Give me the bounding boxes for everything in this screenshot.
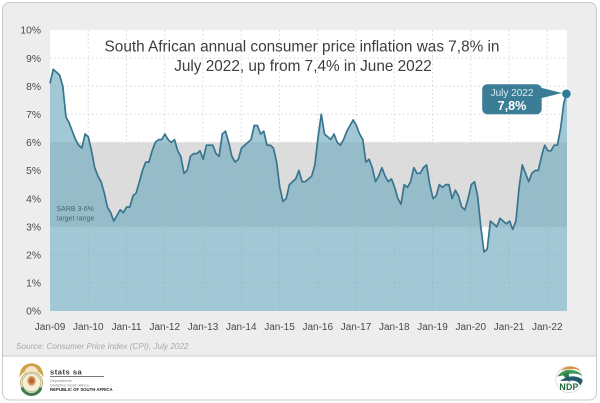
svg-text:Jan-14: Jan-14 [226,322,257,333]
svg-text:REPUBLIC OF SOUTH AFRICA: REPUBLIC OF SOUTH AFRICA [50,387,113,392]
svg-text:SARB 3-6%: SARB 3-6% [57,206,94,213]
svg-text:NDP: NDP [559,382,578,392]
svg-text:Jan-18: Jan-18 [379,322,410,333]
svg-text:7%: 7% [26,110,41,121]
svg-text:Jan-09: Jan-09 [35,322,66,333]
svg-text:10%: 10% [20,26,41,37]
svg-text:4%: 4% [26,194,41,205]
svg-text:Source: Consumer Price Index (: Source: Consumer Price Index (CPI), July… [16,342,189,351]
svg-text:6%: 6% [26,138,41,149]
svg-text:Jan-21: Jan-21 [494,322,525,333]
svg-text:9%: 9% [26,54,41,65]
svg-text:0%: 0% [26,307,41,318]
svg-text:Jan-16: Jan-16 [302,322,333,333]
svg-text:5%: 5% [26,166,41,177]
svg-text:2%: 2% [26,251,41,262]
svg-text:South African annual consumer: South African annual consumer price infl… [105,39,500,56]
svg-text:Jan-13: Jan-13 [188,322,219,333]
svg-text:Jan-20: Jan-20 [455,322,486,333]
svg-text:July 2022: July 2022 [491,88,534,99]
svg-text:Jan-10: Jan-10 [73,322,104,333]
svg-text:8%: 8% [26,82,41,93]
svg-text:Jan-11: Jan-11 [112,322,142,333]
svg-text:3%: 3% [26,222,41,233]
svg-text:1%: 1% [26,279,41,290]
svg-text:Jan-19: Jan-19 [417,322,448,333]
svg-text:stats sa: stats sa [50,367,83,376]
svg-text:Statistics South Africa: Statistics South Africa [50,382,89,387]
svg-text:target range: target range [57,216,95,223]
svg-text:Department:: Department: [50,378,72,383]
svg-text:Jan-17: Jan-17 [341,322,372,333]
svg-text:Jan-12: Jan-12 [149,322,180,333]
svg-text:Jan-22: Jan-22 [532,322,563,333]
svg-text:Jan-15: Jan-15 [264,322,295,333]
svg-text:7,8%: 7,8% [498,99,527,113]
svg-text:July 2022, up from 7,4% in Jun: July 2022, up from 7,4% in June 2022 [174,58,432,75]
